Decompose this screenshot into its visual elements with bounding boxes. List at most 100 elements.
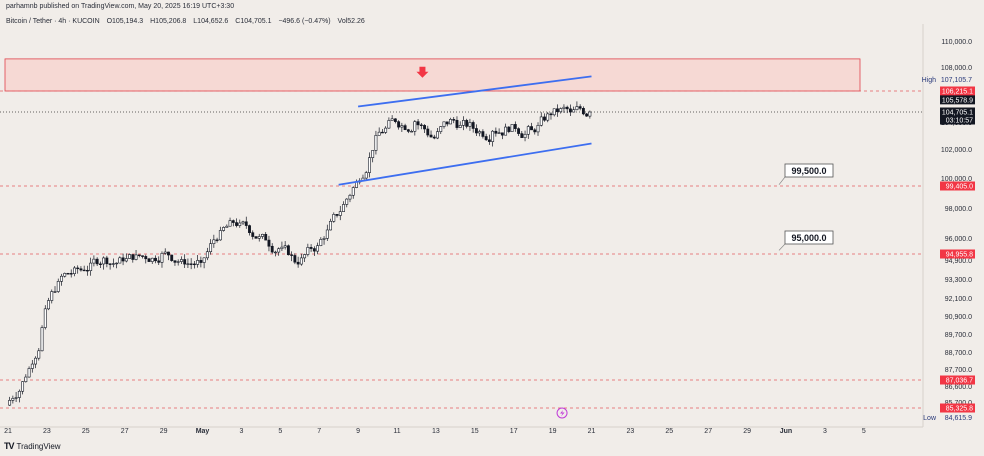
candle-body bbox=[413, 121, 417, 132]
price-tick-4: 100,000.0 bbox=[941, 176, 972, 183]
tradingview-footer: TV TradingView bbox=[4, 441, 61, 451]
candle-body bbox=[458, 124, 462, 128]
candle-body bbox=[179, 259, 183, 262]
candle-body bbox=[267, 239, 271, 247]
candle-body bbox=[312, 248, 316, 252]
callout-pointer-0 bbox=[778, 176, 786, 185]
candle-body bbox=[345, 198, 349, 205]
channel-lower-line bbox=[338, 142, 592, 186]
candle-body bbox=[254, 236, 258, 239]
candle-body bbox=[244, 221, 248, 226]
lightning-glyph bbox=[560, 410, 565, 417]
callout-label-1: 95,000.0 bbox=[791, 233, 826, 243]
candle-body bbox=[121, 257, 125, 262]
candle-body bbox=[186, 263, 190, 265]
candle-body bbox=[95, 258, 99, 265]
candle-body bbox=[286, 245, 290, 256]
candle-body bbox=[449, 119, 452, 125]
candle-body bbox=[257, 236, 261, 239]
candle-body bbox=[270, 245, 274, 253]
candle-body bbox=[274, 251, 277, 254]
symbol-title[interactable]: Bitcoin / Tether · 4h · KUCOIN bbox=[6, 18, 100, 25]
candle-body bbox=[442, 121, 446, 127]
candle-body bbox=[264, 233, 268, 241]
candle-body bbox=[118, 257, 122, 264]
candle-body bbox=[137, 254, 141, 257]
publisher-line: parhamnb published on TradingView.com, M… bbox=[6, 3, 235, 10]
price-badge-2 bbox=[940, 95, 975, 105]
candle-body bbox=[465, 120, 469, 127]
candle-body bbox=[400, 125, 404, 128]
candle-body bbox=[371, 150, 375, 158]
price-badge-3 bbox=[940, 107, 975, 125]
candle-body bbox=[526, 126, 530, 135]
candle-body bbox=[141, 255, 144, 257]
time-tick-14: 19 bbox=[549, 428, 557, 435]
time-tick-15: 21 bbox=[588, 428, 596, 435]
price-tick-9: 92,100.0 bbox=[945, 296, 972, 303]
candle-body bbox=[342, 204, 345, 212]
candle-body bbox=[60, 275, 63, 282]
candle-body bbox=[144, 256, 148, 260]
candle-body bbox=[390, 118, 394, 121]
candle-body bbox=[14, 397, 18, 399]
candle-body bbox=[24, 376, 28, 382]
time-tick-20: Jun bbox=[780, 428, 792, 435]
time-tick-0: 21 bbox=[4, 428, 12, 435]
candle-body bbox=[419, 124, 423, 126]
candle-body bbox=[296, 261, 300, 265]
candle-body bbox=[105, 257, 109, 265]
candle-body bbox=[432, 136, 436, 139]
candle-body bbox=[533, 129, 537, 133]
candle-body bbox=[131, 254, 135, 260]
candle-body bbox=[471, 122, 475, 129]
candle-body bbox=[462, 120, 465, 126]
time-tick-4: 29 bbox=[160, 428, 168, 435]
candle-body bbox=[47, 300, 50, 310]
candle-body bbox=[11, 398, 15, 401]
candle-body bbox=[452, 119, 456, 121]
down-arrow-icon bbox=[416, 66, 429, 78]
candle-body bbox=[513, 124, 517, 129]
candle-body bbox=[218, 230, 222, 241]
candle-body bbox=[429, 134, 433, 138]
candle-body bbox=[507, 126, 511, 132]
price-badge-text-1: 106,215.1 bbox=[942, 88, 973, 95]
candle-body bbox=[124, 258, 128, 262]
candle-body bbox=[536, 124, 540, 133]
candle-body bbox=[150, 257, 154, 262]
time-tick-22: 5 bbox=[862, 428, 866, 435]
candle-body bbox=[202, 257, 206, 263]
candle-body bbox=[40, 327, 44, 352]
candle-body bbox=[157, 260, 161, 263]
candle-body bbox=[426, 128, 430, 136]
candle-body bbox=[397, 121, 401, 128]
candle-body bbox=[176, 261, 180, 263]
candle-body bbox=[251, 232, 255, 237]
candle-body bbox=[73, 267, 76, 274]
candle-body bbox=[189, 263, 193, 265]
candle-body bbox=[212, 239, 216, 244]
brand-name: TradingView bbox=[16, 441, 61, 451]
callout-label-0: 99,500.0 bbox=[791, 166, 826, 176]
candle-body bbox=[319, 239, 323, 246]
candle-body bbox=[98, 263, 102, 265]
time-tick-19: 29 bbox=[743, 428, 751, 435]
price-tick-0: 110,000.0 bbox=[941, 39, 972, 46]
price-badge-text-5: 94,955.8 bbox=[946, 252, 973, 259]
candle-body bbox=[500, 132, 504, 136]
price-badge-text-3: 104,705.1 bbox=[942, 109, 973, 116]
candle-body bbox=[241, 221, 245, 224]
time-tick-10: 11 bbox=[393, 428, 400, 435]
candle-body bbox=[69, 273, 73, 275]
candle-body bbox=[154, 257, 157, 262]
symbol-info: Bitcoin / Tether · 4h · KUCOIN O105,194.… bbox=[6, 18, 370, 25]
candle-body bbox=[543, 116, 546, 121]
candle-body bbox=[82, 269, 86, 272]
candle-body bbox=[34, 357, 37, 365]
price-badge-4 bbox=[940, 181, 975, 191]
candle-body bbox=[578, 106, 582, 109]
candle-body bbox=[474, 128, 478, 134]
price-badge-text-7: 85,325.8 bbox=[946, 406, 973, 413]
